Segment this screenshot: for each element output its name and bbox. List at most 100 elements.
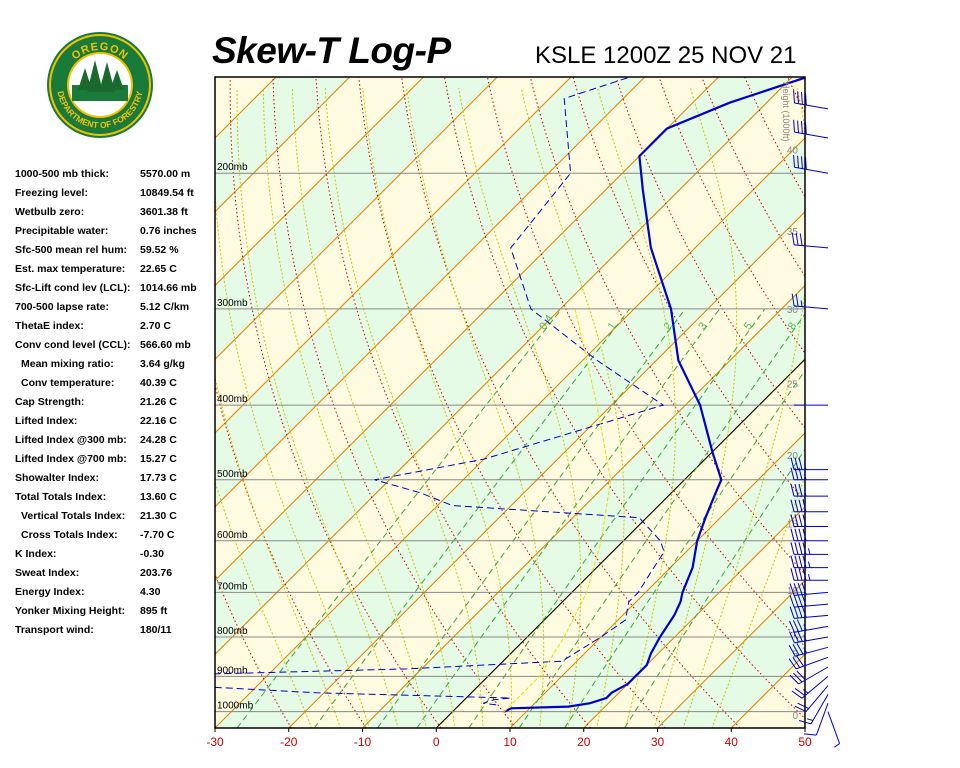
wind-barb-staff (810, 694, 829, 725)
moist-adiabat-line (682, 711, 690, 728)
wind-barb (788, 642, 829, 657)
wind-barb-half-flag (804, 463, 807, 470)
station-label: KSLE 1200Z 25 NOV 21 (535, 42, 797, 69)
moist-adiabat-line (291, 87, 454, 712)
moist-adiabat-line (334, 711, 341, 728)
wind-barb-flag (789, 631, 795, 644)
wind-barb-flag (797, 594, 803, 607)
moist-adiabat-line (653, 711, 660, 728)
height-axis-label: Height (1000ft) (781, 82, 791, 142)
isotherm-line (362, 284, 805, 728)
index-row: Conv temperature: 40.39 C (15, 377, 215, 396)
wind-barb (794, 685, 829, 713)
wind-barb-staff (794, 591, 829, 596)
wind-barb (790, 499, 828, 513)
index-label: Freezing level: (15, 187, 88, 199)
index-label: 1000-500 mb thick: (15, 168, 109, 180)
index-value: 180/11 (140, 624, 172, 636)
index-row: K Index: -0.30 (15, 548, 215, 567)
parcel-trace-line (503, 308, 612, 713)
index-row: Yonker Mixing Height: 895 ft (15, 605, 215, 624)
wind-barb-flag (805, 121, 807, 135)
index-row: Lifted Index @300 mb: 24.28 C (15, 434, 215, 453)
moist-adiabat-line (717, 474, 805, 712)
wind-barb-staff (794, 636, 829, 644)
index-value: 10849.54 ft (140, 187, 194, 199)
index-label: Lifted Index @300 mb: (15, 434, 127, 446)
index-row: Energy Index: 4.30 (15, 586, 215, 605)
wind-barb-flag (798, 483, 803, 497)
dry-adiabat-line (873, 77, 960, 728)
wind-barb-half-flag (834, 743, 840, 748)
wind-barb-flag (798, 555, 803, 568)
index-row: Cross Totals Index: -7.70 C (15, 529, 215, 548)
wind-barb-flag (791, 232, 795, 245)
wind-barb (790, 568, 828, 581)
wind-barb-flag (802, 568, 807, 581)
wind-barb-flag (801, 91, 803, 105)
index-row: Vertical Totals Index: 21.30 C (15, 510, 215, 529)
index-row: Conv cond level (CCL): 566.60 mb (15, 339, 215, 358)
wind-barb-flag (793, 154, 795, 168)
moist-adiabat-line (458, 87, 582, 712)
moist-adiabat-line (520, 87, 625, 712)
wind-barb-flag (789, 595, 795, 608)
mixing-ratio-line (377, 308, 686, 728)
wind-barb-half-flag (803, 647, 808, 654)
wind-barb-staff (805, 685, 829, 712)
pressure-tick-label: 200mb (217, 162, 248, 173)
wind-barb-flag (802, 499, 807, 512)
mixing-ratio-line (518, 313, 805, 728)
moist-adiabat-line (658, 87, 738, 712)
wind-barb (804, 703, 829, 736)
index-row: Mean mixing ratio: 3.64 g/kg (15, 358, 215, 377)
wind-barb (788, 655, 829, 670)
wind-barb-flag (790, 467, 795, 480)
wind-barb-flag (796, 619, 803, 632)
height-tick-label: 20 (787, 451, 799, 462)
index-label: Wetbulb zero: (15, 206, 85, 218)
index-label: Mean mixing ratio: (21, 358, 114, 370)
index-value: 5570.00 m (140, 168, 191, 180)
index-value: 203.76 (140, 567, 173, 579)
wind-barb-flag (794, 514, 799, 527)
wind-barb (790, 528, 828, 542)
wind-barb-flag (799, 233, 803, 246)
isotherm-line (0, 77, 202, 728)
index-label: Lifted Index @700 mb: (15, 453, 127, 465)
isotherm-line (215, 77, 646, 508)
index-label: Total Totals Index: (15, 491, 107, 503)
wind-barb (789, 666, 829, 685)
wind-barb-half-flag (800, 300, 803, 307)
isotherm-line (657, 579, 805, 728)
wind-barb-flag (788, 658, 797, 670)
height-tick-label: 35 (787, 227, 799, 238)
wind-barb-staff (794, 603, 829, 608)
index-row: Sweat Index: 203.76 (15, 567, 215, 586)
wind-barb-flag (802, 555, 807, 568)
forestry-seal-icon: OREGON DEPARTMENT OF FORESTRY (47, 32, 153, 138)
mixing-ratio-label: 5 (742, 320, 755, 332)
index-label: Sweat Index: (15, 567, 80, 579)
wind-barb-flag (790, 568, 795, 581)
mixing-ratio-label: 3 (696, 320, 709, 332)
isotherm-line (215, 77, 498, 360)
height-tick-label: 0 (792, 711, 798, 722)
wind-barb-flag (794, 687, 806, 697)
index-row: Est. max temperature: 22.65 C (15, 263, 215, 282)
mixing-ratio-line (313, 308, 630, 728)
wind-barb-flag (797, 120, 799, 133)
chart-title: Skew-T Log-P (212, 30, 451, 71)
height-tick-label: 15 (787, 520, 799, 531)
wind-barb (791, 293, 829, 310)
isotherm-line (583, 506, 805, 728)
wind-barb-flag (794, 568, 799, 581)
wind-barb (793, 90, 829, 110)
wind-barb-staff (794, 102, 829, 110)
plot-area: 0.4 1 2 3 5 8 (0, 77, 960, 728)
wind-barb (789, 629, 829, 644)
temperature-band (805, 77, 960, 728)
index-row: 1000-500 mb thick: 5570.00 m (15, 168, 215, 187)
isotherm-line (215, 137, 805, 728)
temperature-tick-label: -20 (280, 735, 298, 749)
